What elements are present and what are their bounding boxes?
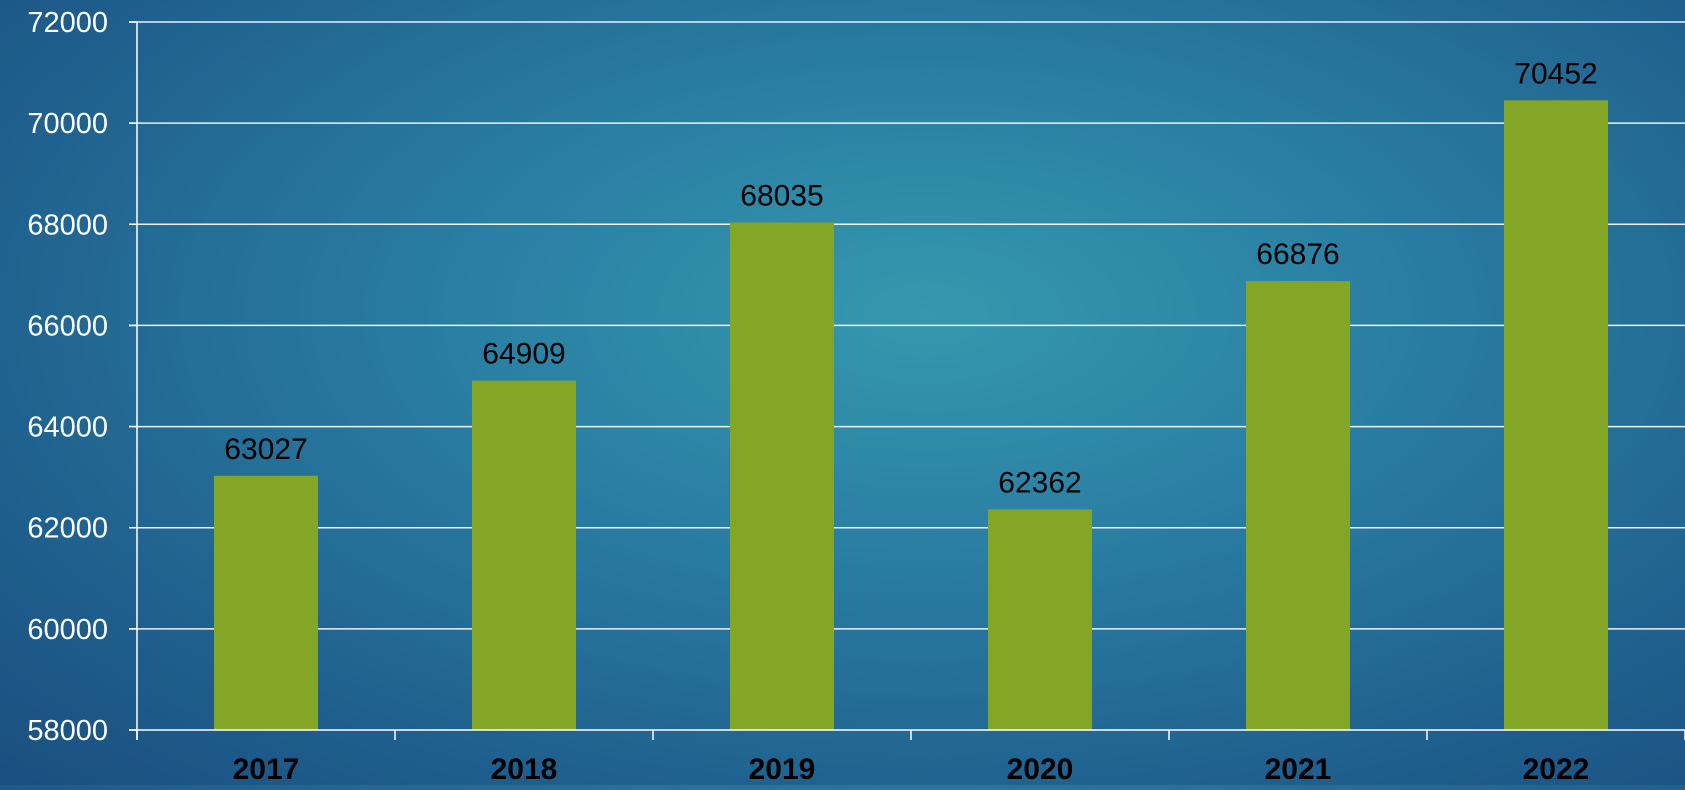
y-tick-label: 66000 bbox=[27, 310, 108, 342]
y-tick-label: 58000 bbox=[27, 715, 108, 747]
data-label: 68035 bbox=[740, 180, 823, 213]
data-label: 66876 bbox=[1256, 238, 1339, 271]
y-tick-label: 70000 bbox=[27, 108, 108, 140]
x-tick-label: 2020 bbox=[1007, 753, 1074, 785]
x-tick-label: 2018 bbox=[491, 753, 558, 785]
bars bbox=[214, 100, 1608, 731]
y-tick-label: 72000 bbox=[27, 7, 108, 39]
axes: 58000 60000 62000 64000 66000 68000 70000 72000… bbox=[27, 7, 1685, 786]
y-tick-label: 64000 bbox=[27, 412, 108, 444]
data-labels: 63027 64909 68035 62362 66876 70452 bbox=[224, 57, 1597, 499]
data-label: 62362 bbox=[998, 466, 1081, 499]
y-tick-label: 60000 bbox=[27, 614, 108, 646]
bar-2022 bbox=[1504, 100, 1608, 731]
bar-2021 bbox=[1246, 281, 1350, 730]
x-tick-label: 2019 bbox=[749, 753, 816, 785]
bar-2018 bbox=[472, 380, 576, 730]
bar-2017 bbox=[214, 475, 318, 730]
data-label: 70452 bbox=[1514, 57, 1597, 90]
gridlines bbox=[129, 21, 1685, 630]
bar-2020 bbox=[988, 509, 1092, 730]
y-tick-label: 62000 bbox=[27, 513, 108, 545]
data-label: 63027 bbox=[224, 433, 307, 466]
x-tick-label: 2017 bbox=[233, 753, 300, 785]
y-tick-label: 68000 bbox=[27, 209, 108, 241]
bar-2019 bbox=[730, 222, 834, 730]
data-label: 64909 bbox=[482, 338, 565, 371]
x-tick-label: 2021 bbox=[1265, 753, 1332, 785]
x-tick-label: 2022 bbox=[1523, 753, 1590, 785]
